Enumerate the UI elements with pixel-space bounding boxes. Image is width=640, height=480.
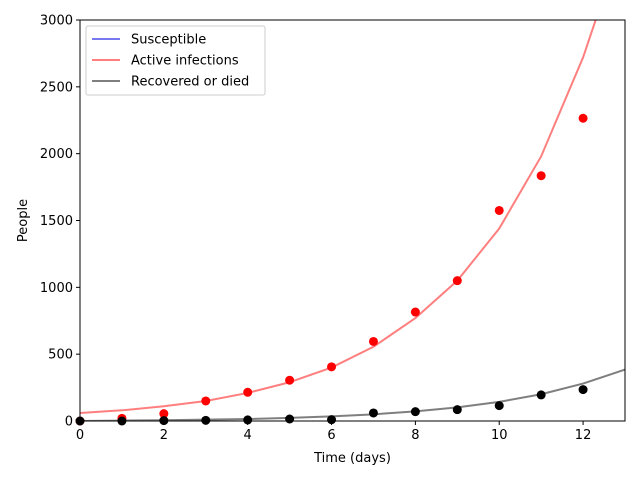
legend: Susceptible Active infections Recovered or…	[85, 25, 266, 96]
series-line-1	[80, 20, 597, 414]
x-tick-label: 8	[411, 428, 419, 443]
data-point-0-7	[368, 336, 378, 346]
y-tick-label: 0	[65, 415, 73, 430]
y-tick-label: 1000	[40, 281, 73, 296]
data-point-0-8	[410, 307, 420, 317]
data-point-1-3	[201, 415, 211, 425]
y-tick-label: 2000	[40, 147, 73, 162]
y-axis-ticks: 0 500 1000 1500 2000 2500 3000	[40, 14, 80, 430]
data-point-1-7	[368, 408, 378, 418]
y-axis-label: People	[16, 199, 31, 242]
data-point-0-3	[201, 396, 211, 406]
x-tick-label: 2	[160, 428, 168, 443]
legend-box	[85, 25, 266, 96]
legend-entry-0: Susceptible	[131, 33, 206, 48]
x-axis-ticks: 0 2 4 6 8 10 12	[76, 421, 591, 443]
data-point-0-6	[327, 362, 337, 372]
data-point-1-8	[410, 407, 420, 417]
y-tick-label: 1500	[40, 214, 73, 229]
data-point-1-12	[578, 385, 588, 395]
x-tick-label: 10	[491, 428, 508, 443]
x-axis-label: Time (days)	[313, 451, 391, 466]
data-point-1-5	[285, 414, 295, 424]
legend-entry-1: Active infections	[131, 54, 239, 69]
series-line-2	[80, 368, 625, 421]
x-tick-label: 4	[244, 428, 252, 443]
data-point-0-2	[159, 409, 169, 419]
data-point-0-4	[243, 387, 253, 397]
x-tick-label: 0	[76, 428, 84, 443]
series-layer	[80, 20, 625, 421]
data-point-1-10	[494, 401, 504, 411]
data-point-1-11	[536, 390, 546, 400]
data-point-0-10	[494, 205, 504, 215]
x-tick-label: 12	[575, 428, 592, 443]
legend-entry-2: Recovered or died	[131, 75, 249, 90]
data-point-1-6	[327, 415, 337, 425]
data-point-0-11	[536, 171, 546, 181]
data-point-0-12	[578, 113, 588, 123]
data-point-1-4	[243, 415, 253, 425]
data-point-0-9	[452, 276, 462, 286]
y-tick-label: 500	[48, 348, 73, 363]
data-point-0-5	[285, 375, 295, 385]
x-tick-label: 6	[327, 428, 335, 443]
y-tick-label: 3000	[40, 14, 73, 29]
data-point-1-9	[452, 405, 462, 415]
y-tick-label: 2500	[40, 80, 73, 95]
